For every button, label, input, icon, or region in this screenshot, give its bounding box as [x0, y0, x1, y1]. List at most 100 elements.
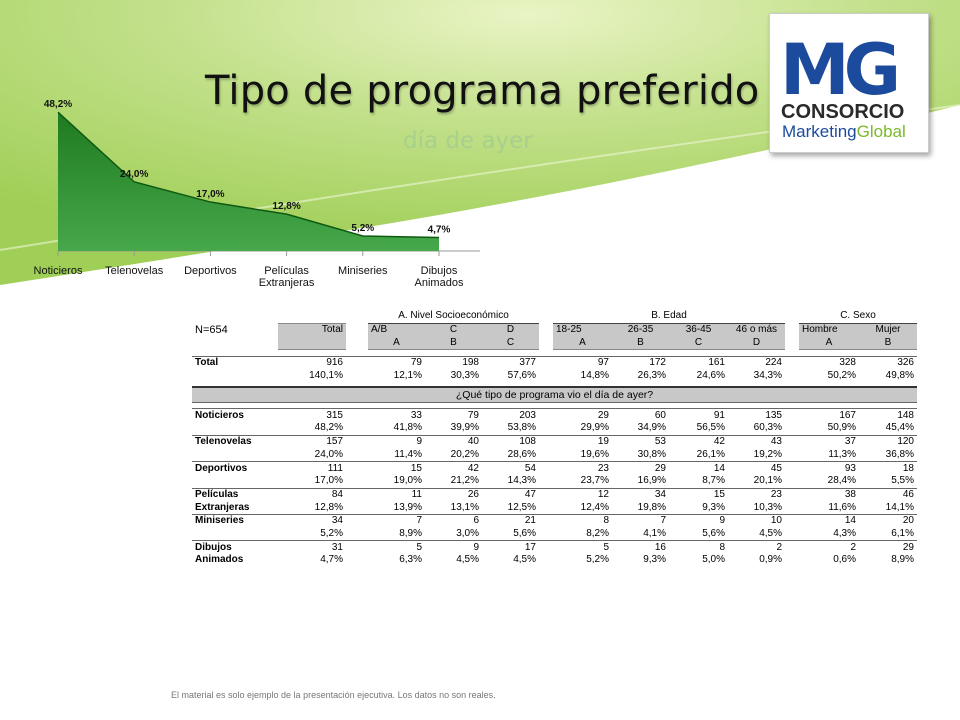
pct-cell: 30,8% — [637, 448, 666, 460]
gap-cell — [346, 554, 368, 567]
count-cell: 53 — [612, 434, 669, 449]
count-cell: 20 — [859, 513, 917, 528]
pct-cell: 140,1% — [309, 370, 343, 382]
column-letter — [278, 336, 346, 351]
column-letter: B — [425, 336, 482, 351]
column-header: Hombre — [799, 322, 859, 337]
column-letter: A — [368, 336, 425, 351]
empty-cell — [785, 336, 799, 349]
pct-cell: 26,1% — [696, 448, 725, 460]
pct-cell: 34,3% — [753, 370, 782, 382]
gap-cell — [539, 554, 553, 567]
count-cell: 84 — [278, 487, 346, 502]
pct-cell: 34,9% — [637, 422, 666, 434]
row-label: Noticieros — [192, 408, 278, 423]
series-area — [58, 112, 439, 252]
gap-cell — [346, 461, 368, 475]
count-cell: 15 — [368, 461, 425, 475]
column-header: 46 o más — [728, 322, 785, 337]
pct-cell: 24,6% — [696, 370, 725, 382]
pct-cell: 6,1% — [891, 527, 914, 539]
row-label-2 — [192, 449, 278, 462]
row-label: Dibujos — [192, 540, 278, 554]
count-cell: 9 — [669, 513, 728, 528]
gap-cell — [539, 461, 553, 475]
crosstab-table: A. Nivel Socioeconómico B. Edad C. Sexo N=6… — [192, 310, 917, 567]
count-cell: 12 — [553, 487, 612, 502]
gap-cell — [539, 449, 553, 462]
pct-cell: 17,0% — [314, 475, 343, 487]
count-cell: 23 — [553, 461, 612, 475]
count-cell: 15 — [669, 487, 728, 502]
chart-categories-layer: Noticieros Telenovelas Deportivos Películas… — [34, 265, 464, 289]
pct-cell: 16,9% — [637, 475, 666, 487]
pct-cell: 60,3% — [753, 422, 782, 434]
group-edad: B. Edad — [553, 310, 785, 324]
data-row-pcts: 24,0% 11,4% 20,2% 28,6% 19,6% 30,8% 26,1% 19,2%… — [192, 449, 917, 462]
footer-note: El material es solo ejemplo de la presen… — [171, 690, 496, 700]
row-label-2 — [192, 528, 278, 541]
pct-cell: 53,8% — [507, 422, 536, 434]
gap-cell — [785, 356, 799, 370]
pct-cell: 11,4% — [394, 448, 422, 460]
pct-cell: 5,2% — [586, 554, 609, 566]
count-cell: 93 — [799, 461, 859, 475]
page-title: Tipo de programa preferido — [205, 68, 760, 114]
count-cell: 79 — [425, 408, 482, 423]
pct-cell: 0,6% — [833, 554, 856, 566]
column-header: 36-45 — [669, 322, 728, 337]
column-header: D — [482, 322, 539, 337]
empty-cell — [785, 310, 799, 323]
count-cell: 79 — [368, 356, 425, 370]
empty-cell — [539, 310, 553, 323]
x-tick-label: Noticieros — [34, 265, 83, 277]
empty-cell — [192, 336, 278, 349]
column-header: Total — [278, 322, 346, 337]
row-label-2 — [192, 370, 278, 383]
count-cell: 377 — [482, 356, 539, 370]
pct-cell: 41,8% — [393, 422, 422, 434]
pct-cell: 29,9% — [580, 422, 609, 434]
pct-cell: 19,0% — [393, 475, 422, 487]
count-cell: 5 — [368, 540, 425, 554]
gap-cell — [346, 356, 368, 370]
count-cell: 29 — [612, 461, 669, 475]
pct-cell: 21,2% — [450, 475, 479, 487]
pct-cell: 20,1% — [753, 475, 782, 487]
empty-cell — [346, 310, 368, 323]
count-cell: 7 — [612, 513, 669, 528]
count-cell: 17 — [482, 540, 539, 554]
x-tick-label: Dibujos — [421, 265, 458, 277]
data-row-pcts: 5,2% 8,9% 3,0% 5,6% 8,2% 4,1% 5,6% 4,5% 4,3% 6,1% — [192, 528, 917, 541]
column-letter: A — [553, 336, 612, 351]
pct-cell: 8,9% — [891, 554, 914, 566]
pct-cell: 13,9% — [393, 501, 422, 513]
count-cell: 108 — [482, 434, 539, 449]
pct-cell: 11,3% — [828, 448, 856, 460]
empty-cell — [346, 323, 368, 336]
pct-cell: 4,5% — [759, 527, 782, 539]
pct-cell: 50,2% — [827, 370, 856, 382]
count-cell: 148 — [859, 408, 917, 423]
count-cell: 224 — [728, 356, 785, 370]
gap-cell — [539, 540, 553, 554]
count-cell: 29 — [553, 408, 612, 423]
pct-cell: 0,9% — [759, 554, 782, 566]
count-cell: 42 — [425, 461, 482, 475]
gap-cell — [346, 501, 368, 514]
total-row-pcts: 140,1% 12,1% 30,3% 57,6% 14,8% 26,3% 24,6% 34,3… — [192, 370, 917, 383]
column-letter: B — [859, 336, 917, 351]
x-tick-label: Películas — [264, 265, 309, 277]
pct-cell: 26,3% — [637, 370, 666, 382]
count-cell: 9 — [425, 540, 482, 554]
gap-cell — [785, 554, 799, 567]
count-cell: 6 — [425, 513, 482, 528]
gap-cell — [346, 528, 368, 541]
gap-cell — [346, 408, 368, 423]
pct-cell: 4,1% — [643, 527, 666, 539]
pct-cell: 9,3% — [702, 501, 725, 513]
gap-cell — [785, 408, 799, 423]
column-header: A/B — [368, 322, 425, 337]
x-tick-label: Deportivos — [184, 265, 237, 277]
row-label: Deportivos — [192, 461, 278, 475]
